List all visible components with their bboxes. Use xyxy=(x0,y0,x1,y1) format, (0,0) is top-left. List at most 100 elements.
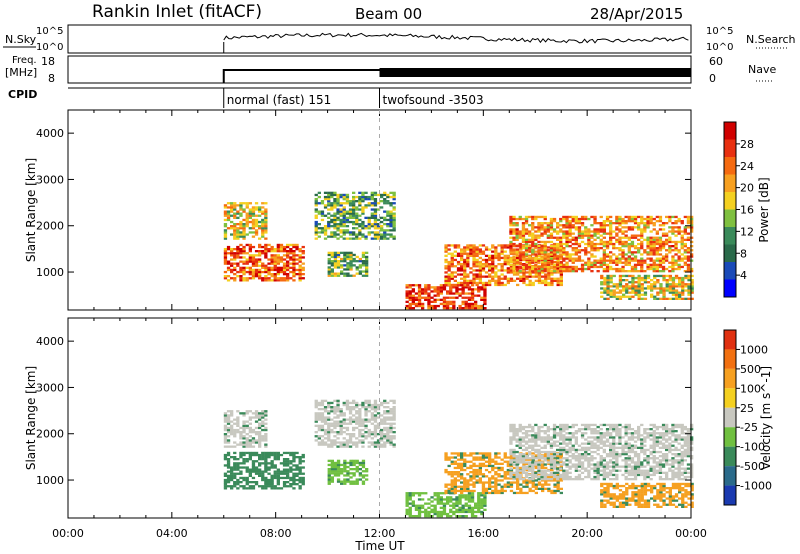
nsky-label: N.Sky xyxy=(5,33,37,46)
power-colorbar: 28 24 20 16 12 8 4 xyxy=(723,121,754,298)
nsky-line xyxy=(223,32,689,53)
power-axes-ytick-label-3: 4000 xyxy=(36,127,64,140)
velocity-colorbar: 1000 500 100 25 -25 -100 -500 -1000 xyxy=(723,329,772,506)
freq-label-line1: Freq. xyxy=(12,55,37,66)
freq-right-tick-bottom: 0 xyxy=(709,72,716,85)
velocity-colorbar-swatch-0 xyxy=(724,330,736,350)
power-colorbar-swatch-1 xyxy=(724,139,736,157)
power-data-blob-7 xyxy=(600,274,694,300)
power-colorbar-tick-label-4: 12 xyxy=(740,225,754,238)
power-colorbar-tick-label-5: 8 xyxy=(740,247,747,260)
velocity-data-blob-4 xyxy=(405,492,487,518)
freq-right-tick-top: 60 xyxy=(709,55,723,68)
velocity-colorbar-frame xyxy=(723,329,737,506)
nsky-trace xyxy=(223,32,689,53)
power-colorbar-tick-label-6: 4 xyxy=(740,269,747,282)
nsky-left-tick-bottom: 10^0 xyxy=(36,42,63,53)
nsky-right-tick-top: 10^5 xyxy=(706,26,733,37)
power-axes-ytick-label-0: 1000 xyxy=(36,266,64,279)
x-tick-label-4: 16:00 xyxy=(467,527,499,540)
x-tick-label-6: 00:00 xyxy=(675,527,707,540)
power-colorbar-swatch-7 xyxy=(724,244,736,262)
power-colorbar-tick-label-0: 28 xyxy=(740,138,754,151)
power-colorbar-tick-label-2: 20 xyxy=(740,182,754,195)
power-colorbar-swatch-4 xyxy=(724,192,736,210)
freq-trace xyxy=(222,68,691,83)
x-tick-labels: 00:00 04:00 08:00 12:00 16:00 20:00 00:00 xyxy=(52,527,707,540)
freq-line-single xyxy=(222,69,380,83)
power-axes-ytick-label-2: 3000 xyxy=(36,173,64,186)
velocity-colorbar-tick-label-3: 25 xyxy=(740,402,754,415)
power-colorbar-swatch-8 xyxy=(724,262,736,280)
power-colorbar-tick-label-1: 24 xyxy=(740,160,754,173)
x-tick-label-3: 12:00 xyxy=(364,527,396,540)
x-tick-label-2: 08:00 xyxy=(260,527,292,540)
freq-label-line2: [MHz] xyxy=(5,66,37,79)
velocity-colorbar-tick-label-0: 1000 xyxy=(740,343,768,356)
power-colorbar-swatch-2 xyxy=(724,157,736,175)
velocity-data-blob-2 xyxy=(314,399,396,448)
freq-line-dual xyxy=(379,68,691,77)
freq-left-tick-bottom: 8 xyxy=(48,72,55,85)
power-colorbar-swatch-0 xyxy=(724,122,736,140)
nsky-panel-frame xyxy=(67,24,692,54)
velocity-data-blob-3 xyxy=(327,459,369,485)
cpid-segment-label-1: twofsound -3503 xyxy=(383,93,484,107)
cpid-label: CPID xyxy=(8,88,37,101)
velocity-colorbar-swatch-6 xyxy=(724,446,736,467)
power-data-blob-0 xyxy=(223,202,268,240)
velocity-colorbar-tick-label-7: -1000 xyxy=(740,480,772,493)
power-data xyxy=(223,191,694,310)
velocity-axes-ytick-label-2: 3000 xyxy=(36,381,64,394)
power-data-blob-2 xyxy=(314,191,396,240)
date-title: 28/Apr/2015 xyxy=(590,5,683,23)
nsearch-label: N.Search xyxy=(746,33,796,46)
power-axes: 1000 2000 3000 4000 xyxy=(36,110,692,310)
velocity-colorbar-label: Velocity [m s^-1] xyxy=(759,366,773,470)
power-colorbar-swatch-6 xyxy=(724,227,736,245)
velocity-colorbar-tick-label-2: 100 xyxy=(740,382,761,395)
power-data-blob-1 xyxy=(223,243,305,282)
power-colorbar-swatch-5 xyxy=(724,209,736,227)
power-ylabel: Slant Range [km] xyxy=(24,158,38,262)
velocity-colorbar-tick-label-5: -100 xyxy=(740,441,765,454)
nsky-left-tick-top: 10^5 xyxy=(36,26,63,37)
velocity-colorbar-tick-label-6: -500 xyxy=(740,460,765,473)
velocity-axes-ytick-label-0: 1000 xyxy=(36,474,64,487)
velocity-colorbar-swatch-2 xyxy=(724,368,736,389)
velocity-axes-ytick-label-1: 2000 xyxy=(36,428,64,441)
cpid-segments: normal (fast) 151 twofsound -3503 xyxy=(223,88,484,108)
x-tick-label-1: 04:00 xyxy=(156,527,188,540)
power-colorbar-swatch-3 xyxy=(724,174,736,192)
velocity-colorbar-swatch-5 xyxy=(724,427,736,447)
x-tick-label-0: 00:00 xyxy=(52,527,84,540)
station-title: Rankin Inlet (fitACF) xyxy=(92,2,262,22)
velocity-ylabel: Slant Range [km] xyxy=(24,366,38,470)
velocity-colorbar-swatch-1 xyxy=(724,349,736,369)
velocity-colorbar-swatch-8 xyxy=(724,485,736,505)
beam-title: Beam 00 xyxy=(355,5,422,23)
power-data-blob-3 xyxy=(327,251,369,277)
nave-label: Nave xyxy=(748,63,776,76)
velocity-data xyxy=(223,399,694,518)
nsky-right-tick-bottom: 10^0 xyxy=(706,42,733,53)
freq-left-tick-top: 18 xyxy=(41,55,55,68)
velocity-colorbar-tick-label-4: -25 xyxy=(740,421,758,434)
velocity-axes-ytick-label-3: 4000 xyxy=(36,335,64,348)
power-colorbar-swatch-9 xyxy=(724,279,736,297)
velocity-colorbar-tick-label-1: 500 xyxy=(740,363,761,376)
power-data-blob-6 xyxy=(509,215,694,273)
velocity-data-blob-6 xyxy=(509,423,694,481)
velocity-axes: 1000 2000 3000 4000 xyxy=(36,318,692,518)
velocity-data-blob-1 xyxy=(223,451,305,490)
x-axis-label: Time UT xyxy=(354,539,405,553)
power-axes-ytick-label-1: 2000 xyxy=(36,220,64,233)
velocity-colorbar-swatch-7 xyxy=(724,466,736,486)
velocity-colorbar-swatch-4 xyxy=(724,407,736,428)
x-tick-label-5: 20:00 xyxy=(571,527,603,540)
velocity-data-blob-0 xyxy=(223,410,268,448)
power-colorbar-label: Power [dB] xyxy=(757,177,771,242)
power-colorbar-tick-label-3: 16 xyxy=(740,204,754,217)
